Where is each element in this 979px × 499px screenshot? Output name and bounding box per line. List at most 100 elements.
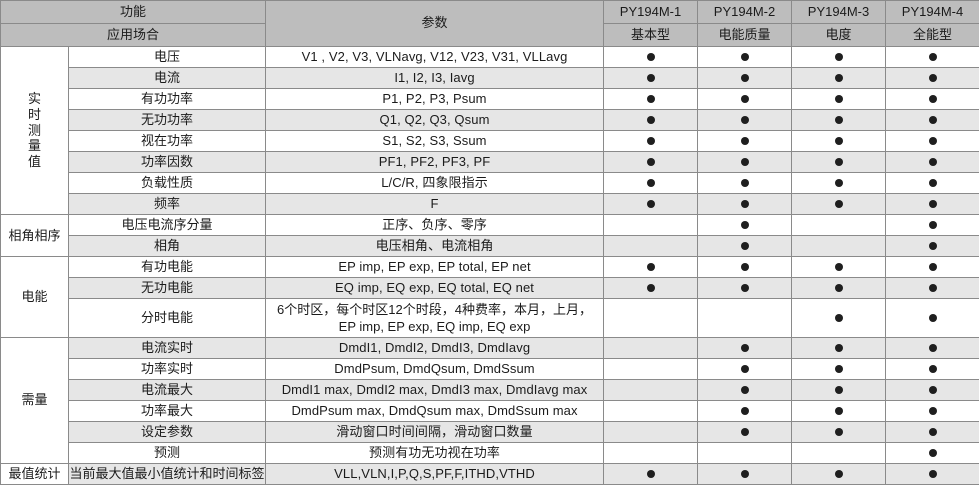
support-cell-model-1 [603, 109, 699, 131]
group-label-line: 相角相序 [8, 227, 61, 243]
supported-dot-icon [646, 179, 655, 188]
table-header: 功能 参数 PY194M-1 PY194M-2 PY194M-3 PY194M-… [0, 0, 979, 47]
feature-item-label: 电流最大 [67, 378, 267, 401]
feature-parameter-value: EQ imp, EQ exp, EQ total, EQ net [265, 277, 605, 299]
feature-parameter-value: DmdI1, DmdI2, DmdI3, DmdIavg [265, 336, 605, 359]
support-cell-model-4 [885, 172, 979, 194]
supported-dot-icon [834, 386, 843, 395]
support-cell-model-3 [791, 378, 887, 401]
supported-dot-icon [740, 179, 749, 188]
support-cell-model-2 [697, 130, 793, 152]
feature-parameter-value: F [265, 193, 605, 215]
table-row: 负载性质 L/C/R, 四象限指示 [1, 172, 979, 194]
supported-dot-icon [928, 314, 937, 323]
feature-item-label: 视在功率 [67, 130, 267, 152]
group-label-1: 实时测量值 [0, 46, 69, 215]
supported-dot-icon [928, 386, 937, 395]
unsupported-blank-icon [647, 242, 655, 250]
supported-dot-icon [740, 407, 749, 416]
supported-dot-icon [646, 284, 655, 293]
feature-parameter-value: 滑动窗口时间间隔，滑动窗口数量 [265, 420, 605, 443]
support-cell-model-2 [697, 399, 793, 422]
supported-dot-icon [740, 428, 749, 437]
group-label-line: 值 [27, 154, 41, 170]
unsupported-blank-icon [647, 344, 655, 352]
feature-item-label: 无功功率 [67, 109, 267, 131]
header-model-code-1: PY194M-1 [603, 0, 699, 24]
support-cell-model-3 [791, 151, 887, 173]
support-cell-model-2 [697, 151, 793, 173]
product-feature-comparison-table: 功能 参数 PY194M-1 PY194M-2 PY194M-3 PY194M-… [0, 0, 979, 485]
support-cell-model-3 [791, 298, 887, 338]
feature-parameter-value: V1 , V2, V3, VLNavg, V12, V23, V31, VLLa… [265, 46, 605, 68]
supported-dot-icon [740, 221, 749, 230]
supported-dot-icon [740, 242, 749, 251]
table-row: 需量 电流实时 DmdI1, DmdI2, DmdI3, DmdIavg [0, 336, 979, 464]
supported-dot-icon [928, 95, 937, 104]
supported-dot-icon [928, 179, 937, 188]
feature-parameter-value: 6个时区，每个时区12个时段，4种费率，本月，上月， EP imp, EP exp… [265, 298, 605, 338]
support-cell-model-1 [603, 67, 699, 89]
support-cell-model-1 [603, 399, 699, 422]
support-cell-model-3 [791, 88, 887, 110]
header-model-type-1: 基本型 [603, 23, 699, 47]
supported-dot-icon [834, 470, 843, 479]
support-cell-model-2 [697, 109, 793, 131]
supported-dot-icon [834, 263, 843, 272]
support-cell-model-1 [603, 277, 699, 299]
supported-dot-icon [740, 137, 749, 146]
group-label-4: 需量 [0, 336, 69, 464]
table-row: 频率 F [1, 193, 979, 215]
header-function-label: 功能 [0, 0, 267, 24]
supported-dot-icon [928, 470, 937, 479]
supported-dot-icon [646, 137, 655, 146]
table-row: 预测 预测有功无功视在功率 [1, 441, 979, 464]
unsupported-blank-icon [647, 386, 655, 394]
table-row: 设定参数 滑动窗口时间间隔，滑动窗口数量 [1, 420, 979, 443]
support-cell-model-4 [885, 109, 979, 131]
table-row: 电流最大 DmdI1 max, DmdI2 max, DmdI3 max, Dmd… [1, 378, 979, 401]
support-cell-model-2 [697, 378, 793, 401]
header-application-label: 应用场合 [0, 23, 267, 47]
support-cell-model-3 [791, 172, 887, 194]
support-cell-model-1 [603, 214, 699, 236]
support-cell-model-1 [603, 151, 699, 173]
support-cell-model-1 [603, 420, 699, 443]
table-row: 最值统计 当前最大值最小值统计和时间标签 VLL,VLN,I,P,Q,S,PF,F,… [0, 462, 979, 485]
support-cell-model-1 [603, 462, 699, 485]
support-cell-model-2 [697, 172, 793, 194]
supported-dot-icon [740, 386, 749, 395]
supported-dot-icon [928, 449, 937, 458]
supported-dot-icon [740, 74, 749, 83]
feature-item-label: 有功功率 [67, 88, 267, 110]
feature-parameter-value: P1, P2, P3, Psum [265, 88, 605, 110]
support-cell-model-4 [885, 130, 979, 152]
support-cell-model-2 [697, 67, 793, 89]
supported-dot-icon [928, 200, 937, 209]
supported-dot-icon [740, 95, 749, 104]
feature-item-label: 电流 [67, 67, 267, 89]
unsupported-blank-icon [835, 449, 843, 457]
support-cell-model-1 [603, 378, 699, 401]
support-cell-model-1 [603, 357, 699, 380]
support-cell-model-2 [697, 336, 793, 359]
support-cell-model-3 [791, 256, 887, 278]
supported-dot-icon [740, 158, 749, 167]
table-row: 电流 I1, I2, I3, Iavg [1, 67, 979, 89]
supported-dot-icon [928, 116, 937, 125]
group-label-3: 电能 [0, 256, 69, 338]
support-cell-model-4 [885, 336, 979, 359]
supported-dot-icon [740, 470, 749, 479]
feature-parameter-line-1: 6个时区，每个时区12个时段，4种费率，本月，上月， [277, 302, 592, 317]
support-cell-model-3 [791, 109, 887, 131]
feature-item-label: 电流实时 [67, 336, 267, 359]
feature-item-label: 功率最大 [67, 399, 267, 422]
header-model-code-4: PY194M-4 [885, 0, 979, 24]
support-cell-model-4 [885, 298, 979, 338]
unsupported-blank-icon [647, 221, 655, 229]
supported-dot-icon [928, 407, 937, 416]
supported-dot-icon [646, 116, 655, 125]
support-cell-model-3 [791, 462, 887, 485]
feature-item-label: 相角 [67, 235, 267, 257]
support-cell-model-1 [603, 336, 699, 359]
